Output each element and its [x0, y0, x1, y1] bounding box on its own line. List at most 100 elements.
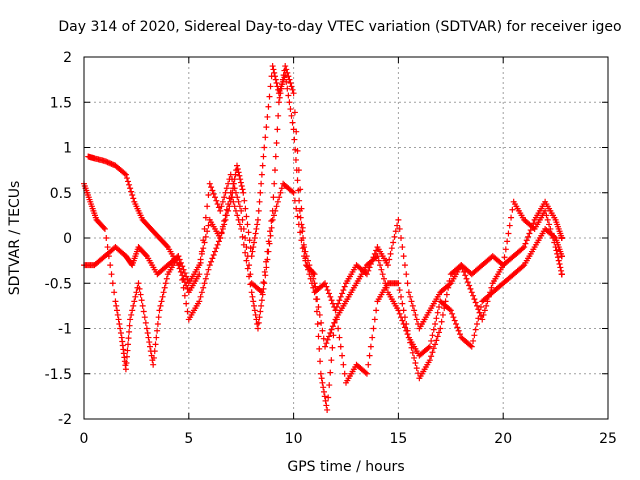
data-point [208, 258, 215, 265]
data-point [142, 251, 149, 258]
data-point [451, 317, 458, 324]
data-point [400, 307, 407, 314]
x-tick-labels: 0 5 10 15 20 25 [80, 431, 617, 447]
data-point [223, 206, 230, 213]
data-point [213, 245, 220, 252]
data-point [530, 224, 537, 231]
data-point [235, 198, 242, 205]
x-tick-label: 25 [599, 431, 617, 447]
data-point [275, 112, 282, 119]
data-point [314, 320, 321, 327]
data-point [401, 314, 408, 321]
data-point [123, 360, 130, 367]
data-point [472, 299, 479, 306]
data-point [404, 280, 411, 287]
data-point [291, 197, 298, 204]
data-point [234, 212, 241, 219]
data-point [111, 289, 118, 296]
data-point [317, 370, 324, 377]
data-point [377, 262, 384, 269]
data-point [129, 192, 136, 199]
data-point [395, 216, 402, 223]
y-tick-label: 0.5 [50, 186, 72, 202]
data-point [286, 99, 293, 106]
data-point [254, 216, 261, 223]
data-point [176, 261, 183, 268]
data-point [509, 206, 516, 213]
data-point [331, 319, 338, 326]
data-point [399, 244, 406, 251]
data-point [462, 272, 469, 279]
data-point [335, 300, 342, 307]
data-point [460, 268, 467, 275]
data-point [542, 207, 549, 214]
data-point [433, 337, 440, 344]
data-point [289, 188, 296, 195]
data-point [135, 280, 142, 287]
data-point [320, 335, 327, 342]
data-point [138, 297, 145, 304]
data-point [247, 281, 254, 288]
data-point [264, 256, 271, 263]
data-point [302, 257, 309, 264]
data-point [367, 343, 374, 350]
data-point [141, 314, 148, 321]
data-point [388, 245, 395, 252]
data-point [386, 256, 393, 263]
data-point [269, 216, 276, 223]
data-point [292, 156, 299, 163]
data-point [438, 318, 445, 325]
data-point [525, 233, 532, 240]
data-point [322, 343, 329, 350]
data-point [180, 284, 187, 291]
data-point [246, 273, 253, 280]
y-tick-label: 2 [63, 50, 72, 66]
data-point [204, 271, 211, 278]
data-point [479, 316, 486, 323]
data-point [240, 189, 247, 196]
data-point [399, 300, 406, 307]
data-point [263, 124, 270, 131]
data-point [208, 184, 215, 191]
data-point [547, 225, 554, 232]
data-point [154, 320, 161, 327]
data-point [101, 225, 108, 232]
data-point [249, 293, 256, 300]
data-point [554, 250, 561, 257]
data-point [231, 203, 238, 210]
data-point [235, 169, 242, 176]
data-point [504, 238, 511, 245]
data-point [277, 189, 284, 196]
data-point [302, 248, 309, 255]
y-tick-label: -2 [58, 412, 72, 428]
data-point [276, 194, 283, 201]
data-point [122, 366, 129, 373]
data-point [408, 344, 415, 351]
data-point [254, 325, 261, 332]
data-point [481, 307, 488, 314]
data-point [275, 99, 282, 106]
data-point [317, 358, 324, 365]
data-point [303, 262, 310, 269]
data-point [328, 357, 335, 364]
data-point [270, 212, 277, 219]
data-point [468, 343, 475, 350]
data-point [267, 83, 274, 90]
y-tick-labels: -2 -1.5 -1 -0.5 0 0.5 1 1.5 2 [45, 50, 72, 428]
data-point [548, 230, 555, 237]
data-point [126, 181, 133, 188]
data-point [370, 325, 377, 332]
data-point [286, 76, 293, 83]
data-point [436, 329, 443, 336]
data-point [387, 250, 394, 257]
data-point [320, 388, 327, 395]
data-point [278, 85, 285, 92]
data-point [363, 370, 370, 377]
data-point [430, 345, 437, 352]
data-point [210, 190, 217, 197]
data-point [230, 198, 237, 205]
data-point [470, 292, 477, 299]
data-point [426, 357, 433, 364]
data-point [287, 106, 294, 113]
data-point [336, 334, 343, 341]
